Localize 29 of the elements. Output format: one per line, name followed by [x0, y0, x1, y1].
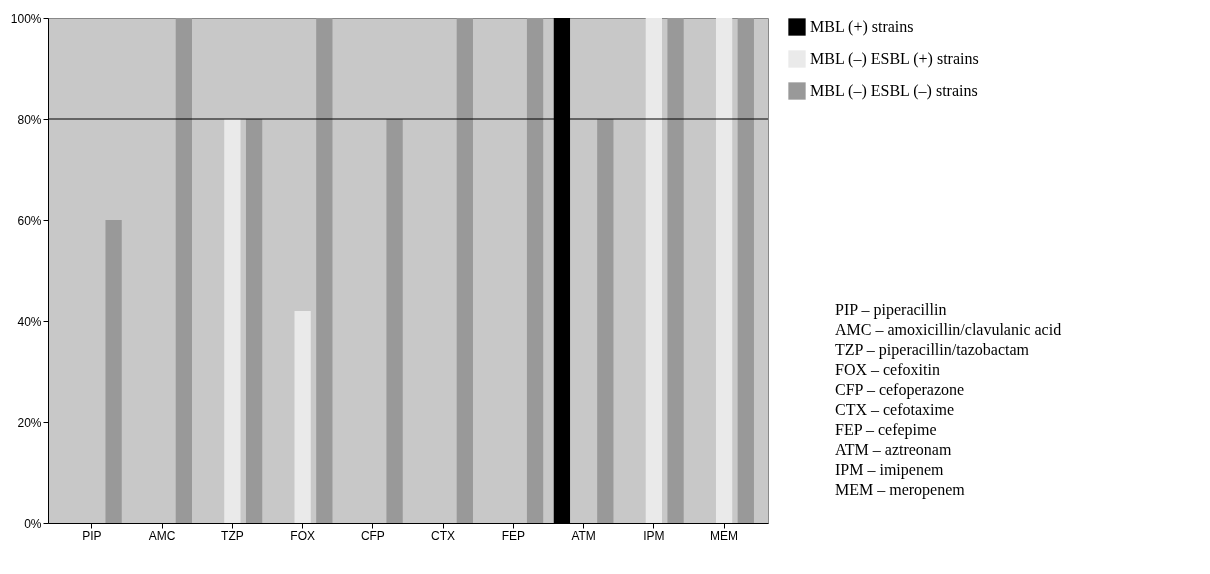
x-tick-label: FEP: [501, 528, 526, 543]
legend-label: MBL (+) strains: [810, 18, 914, 36]
y-tick-label: 0%: [24, 516, 42, 531]
y-tick-label: 60%: [17, 213, 42, 228]
y-tick-label: 20%: [17, 415, 42, 430]
x-tick-label: TZP: [221, 528, 244, 543]
x-tick-label: IPM: [643, 528, 665, 543]
x-tick-label: ATM: [571, 528, 596, 543]
text: CTX – cefotaxime: [835, 400, 956, 420]
y-tick-label: 80%: [17, 112, 42, 127]
text: PIP – piperacillin: [835, 300, 948, 320]
text: AMC – amoxicillin/clavulanic acid: [835, 320, 1062, 340]
legend-label: MBL (–) ESBL (–) strains: [810, 82, 978, 100]
x-tick-label: MEM: [710, 528, 739, 543]
x-tick-label: CFP: [360, 528, 385, 543]
text: ATM – aztreonam: [835, 440, 953, 460]
x-tick-label: PIP: [82, 528, 102, 543]
legend-label: MBL (–) ESBL (+) strains: [810, 50, 979, 68]
text: MEM – meropenem: [835, 480, 966, 500]
text: FEP – cefepime: [835, 420, 938, 440]
x-tick-label: FOX: [290, 528, 315, 543]
text: IPM – imipenem: [835, 460, 945, 480]
x-tick-label: CTX: [431, 528, 456, 543]
y-tick-label: 40%: [17, 314, 42, 329]
text: TZP – piperacillin/tazobactam: [835, 340, 1030, 360]
text: FOX – cefoxitin: [835, 360, 941, 380]
y-tick-label: 100%: [10, 11, 42, 26]
text: CFP – cefoperazone: [835, 380, 966, 400]
x-tick-label: AMC: [148, 528, 176, 543]
